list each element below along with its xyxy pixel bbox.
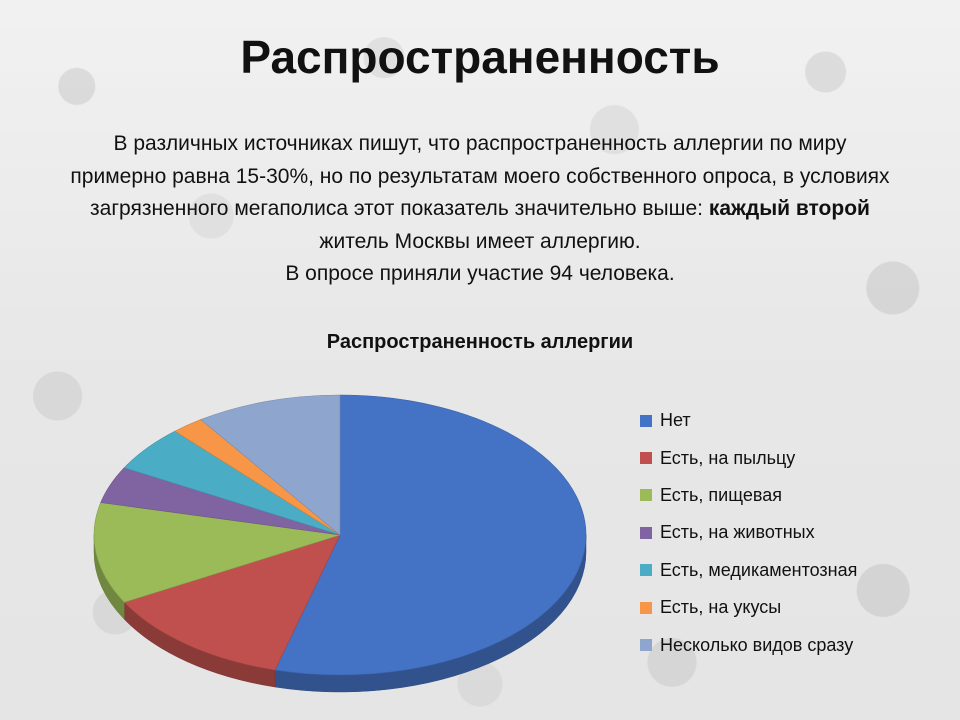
intro-part2: житель Москвы имеет аллергию. — [319, 229, 641, 253]
slide-title: Распространенность — [240, 31, 720, 83]
intro-part1: В различных источниках пишут, что распро… — [70, 132, 890, 220]
legend-label: Несколько видов сразу — [660, 634, 854, 655]
legend-label: Есть, на животных — [660, 522, 815, 543]
legend-label: Есть, пищевая — [660, 484, 782, 505]
legend-swatch — [640, 526, 652, 539]
pie-slice-1 — [123, 534, 341, 671]
legend-item: Есть, на животных — [640, 514, 940, 551]
pie-slice-0 — [274, 394, 587, 676]
legend-item: Есть, на пыльцу — [640, 439, 940, 476]
intro-text: В различных источниках пишут, что распро… — [70, 128, 890, 291]
legend-swatch — [640, 564, 652, 577]
legend-item: Нет — [640, 402, 940, 439]
legend-item: Есть, на укусы — [640, 589, 940, 626]
legend-item: Несколько видов сразу — [640, 626, 940, 663]
legend-swatch — [640, 489, 652, 502]
pie-slice-2 — [93, 502, 341, 603]
legend-swatch — [640, 639, 652, 652]
pie-slice-6 — [200, 394, 341, 536]
chart-title: Распространенность аллергии — [326, 331, 634, 353]
legend-item: Есть, пищевая — [640, 477, 940, 514]
legend-label: Есть, на укусы — [660, 597, 782, 618]
legend-label: Есть, медикаментозная — [660, 559, 858, 580]
legend-label: Есть, на пыльцу — [660, 447, 796, 468]
legend-swatch — [640, 452, 652, 465]
intro-bold: каждый второй — [708, 197, 870, 220]
legend-swatch — [640, 601, 652, 614]
chart-legend: Нет Есть, на пыльцу Есть, пищевая Есть, на … — [640, 402, 940, 664]
legend-label: Нет — [660, 410, 691, 431]
intro-last-line: В опросе приняли участие 94 человека. — [285, 262, 675, 285]
legend-item: Есть, медикаментозная — [640, 552, 940, 589]
legend-swatch — [640, 414, 652, 427]
